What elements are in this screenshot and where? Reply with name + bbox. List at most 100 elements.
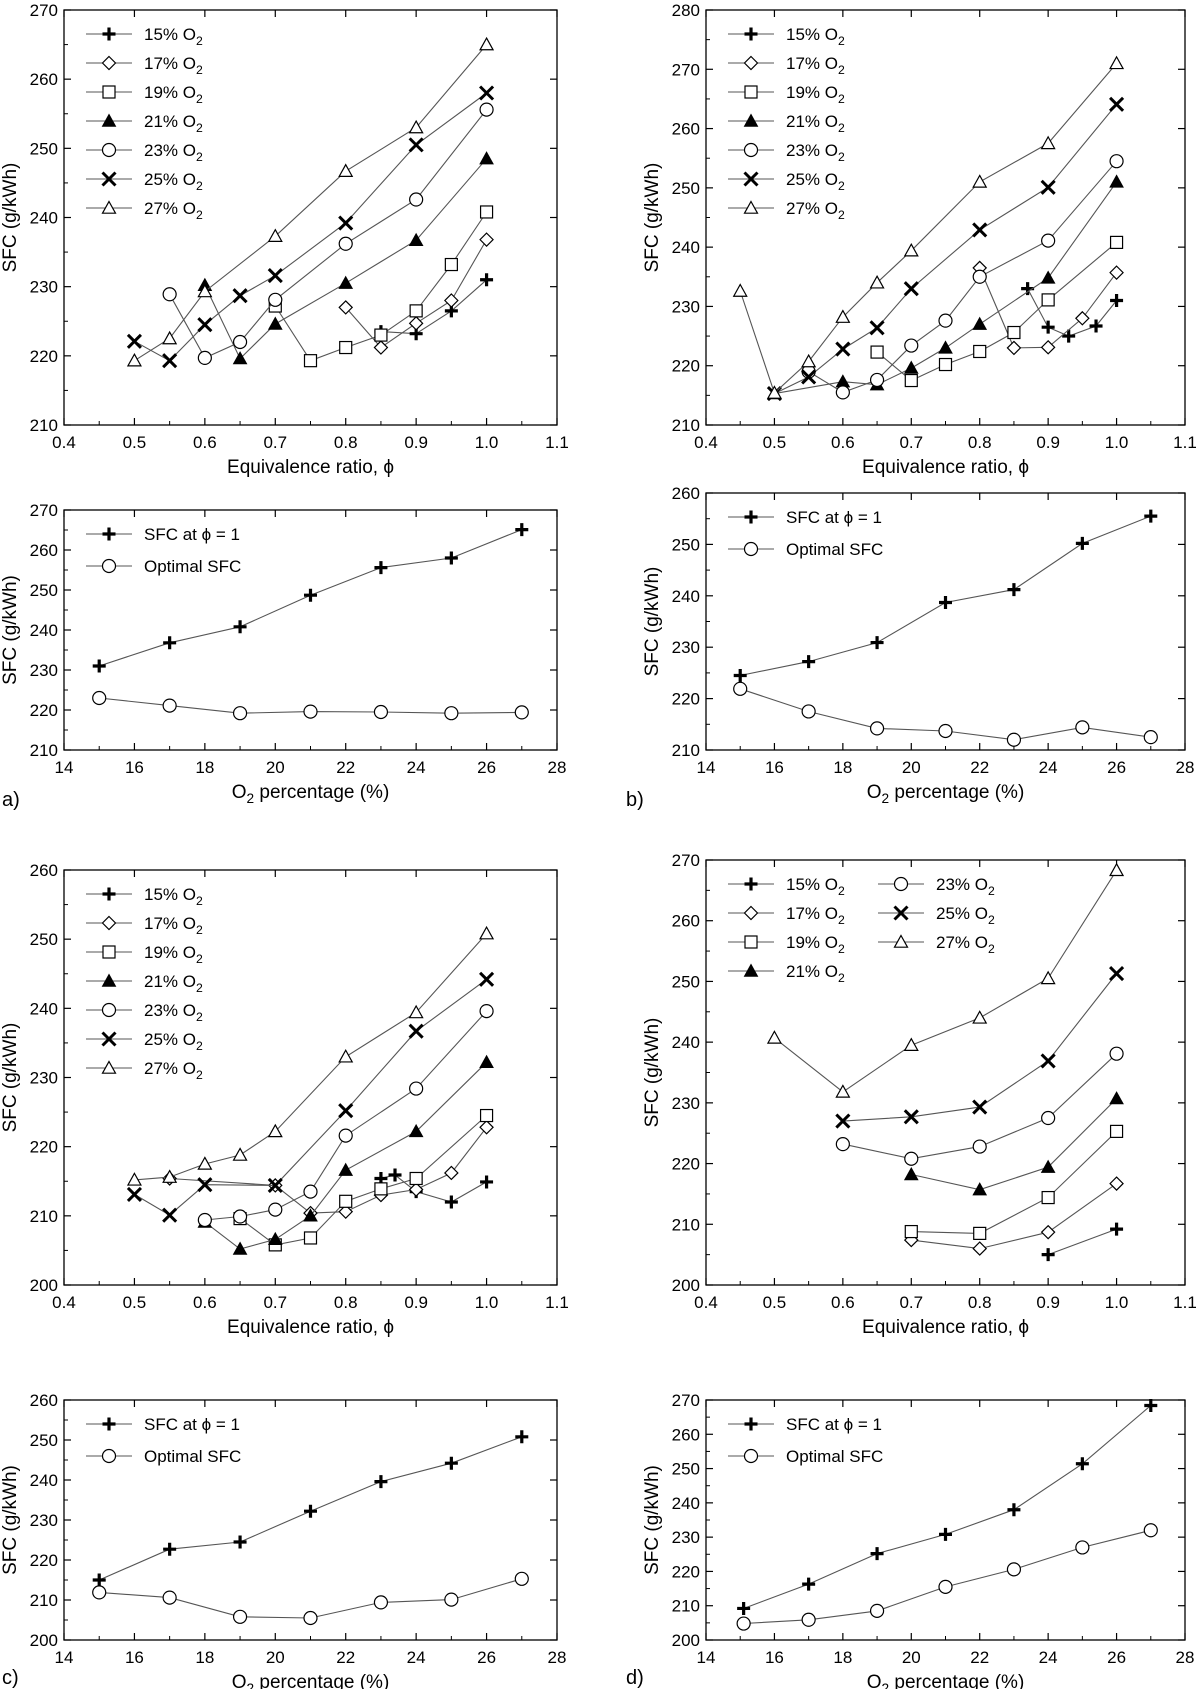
x-tick-label: 24	[407, 1648, 426, 1667]
legend-marker	[744, 510, 758, 524]
legend-marker	[101, 171, 117, 187]
data-point	[870, 345, 884, 359]
x-tick-label: 24	[1039, 758, 1058, 777]
x-tick-label: 0.8	[334, 1293, 358, 1312]
x-tick-label: 18	[195, 758, 214, 777]
data-point	[1110, 294, 1124, 307]
series-1	[338, 232, 494, 355]
series-1	[972, 260, 1124, 356]
y-tick-label: 250	[30, 139, 58, 158]
legend-label: 27% O2	[786, 199, 845, 222]
legend-entry: 19% O2	[728, 933, 845, 956]
legend-marker	[102, 1417, 116, 1431]
data-point	[374, 328, 388, 342]
data-point	[303, 1610, 318, 1626]
x-tick-label: 0.8	[968, 1293, 992, 1312]
y-tick-label: 260	[672, 484, 700, 503]
data-point	[1006, 1562, 1022, 1577]
series-5	[835, 965, 1125, 1129]
data-point	[1109, 55, 1125, 70]
y-tick-label: 220	[672, 1155, 700, 1174]
data-point	[737, 1601, 751, 1615]
y-axis-label: SFC (g/kWh)	[642, 567, 663, 677]
series-line	[774, 181, 1118, 395]
x-tick-label: 14	[55, 1648, 74, 1667]
x-tick-label: 0.6	[193, 433, 217, 452]
data-point	[162, 353, 178, 369]
data-point	[972, 1099, 988, 1115]
data-point	[338, 236, 353, 251]
data-point	[1006, 732, 1022, 747]
data-point	[869, 721, 885, 736]
series-line	[1027, 288, 1118, 337]
data-point	[232, 706, 248, 721]
y-tick-label: 240	[30, 621, 58, 640]
x-tick-label: 0.6	[193, 1293, 217, 1312]
x-tick-label: 1.1	[545, 1293, 569, 1312]
data-point	[938, 340, 953, 354]
series-0	[1041, 1222, 1124, 1262]
x-tick-label: 0.4	[694, 433, 718, 452]
data-point	[197, 317, 213, 333]
series-6	[126, 36, 495, 367]
data-point	[232, 351, 248, 365]
data-point	[267, 268, 283, 284]
x-tick-label: 1.0	[475, 433, 499, 452]
data-point	[373, 340, 389, 355]
data-point	[338, 163, 354, 177]
x-tick-label: 20	[902, 758, 921, 777]
legend-entry: 15% O2	[728, 25, 845, 48]
legend-entry: 15% O2	[86, 25, 203, 48]
legend-label: 25% O2	[144, 1030, 203, 1053]
y-axis-label: SFC (g/kWh)	[0, 1465, 21, 1575]
data-point	[801, 704, 816, 719]
data-point	[162, 1169, 178, 1183]
y-tick-label: 250	[672, 1460, 700, 1479]
data-point	[374, 561, 388, 575]
legend-label: 27% O2	[144, 199, 203, 222]
data-point	[1040, 179, 1056, 195]
legend-marker	[101, 558, 117, 574]
data-point	[515, 523, 529, 537]
data-point	[408, 1182, 424, 1197]
y-tick-label: 220	[672, 1562, 700, 1581]
data-point	[938, 1579, 953, 1594]
x-tick-label: 26	[477, 1648, 496, 1667]
data-point	[1075, 1540, 1090, 1555]
x-tick-label: 0.9	[1036, 433, 1060, 452]
data-point	[801, 1612, 816, 1627]
x-tick-label: 16	[125, 1648, 144, 1667]
data-point	[802, 655, 816, 669]
data-point	[338, 1204, 354, 1220]
data-point	[766, 385, 782, 399]
data-point	[409, 192, 424, 207]
data-point	[408, 1123, 424, 1138]
data-point	[1109, 96, 1125, 112]
data-point	[1007, 325, 1021, 340]
x-tick-label: 14	[697, 758, 716, 777]
x-tick-label: 18	[833, 1648, 852, 1667]
legend-entry: 17% O2	[728, 54, 845, 77]
data-point	[732, 283, 748, 297]
data-point	[409, 1171, 423, 1186]
data-point	[1109, 265, 1124, 280]
series-6	[126, 925, 495, 1186]
series-line	[380, 279, 487, 335]
x-tick-label: 0.9	[404, 1293, 428, 1312]
legend-label: 19% O2	[144, 83, 203, 106]
data-point	[972, 222, 988, 238]
x-tick-label: 26	[1107, 758, 1126, 777]
data-point	[869, 372, 885, 388]
chart-d-top: 0.4 0.5 0.6 0.7 0.8 0.9 1.0 1.1 200 210 220 230 240 2…	[642, 851, 1197, 1338]
data-point	[162, 287, 177, 302]
legend-marker	[893, 905, 909, 921]
data-point	[408, 119, 424, 134]
data-point	[1041, 1190, 1055, 1205]
chart-d-bottom: 14 16 18 20 22 24 26 28 200 210 220 230 240 250 260 270…	[642, 1391, 1194, 1689]
data-point	[1040, 970, 1056, 985]
x-tick-label: 0.8	[968, 433, 992, 452]
data-point	[479, 925, 495, 940]
legend-marker	[743, 55, 759, 71]
y-tick-label: 220	[30, 701, 58, 720]
data-point	[444, 1195, 458, 1209]
